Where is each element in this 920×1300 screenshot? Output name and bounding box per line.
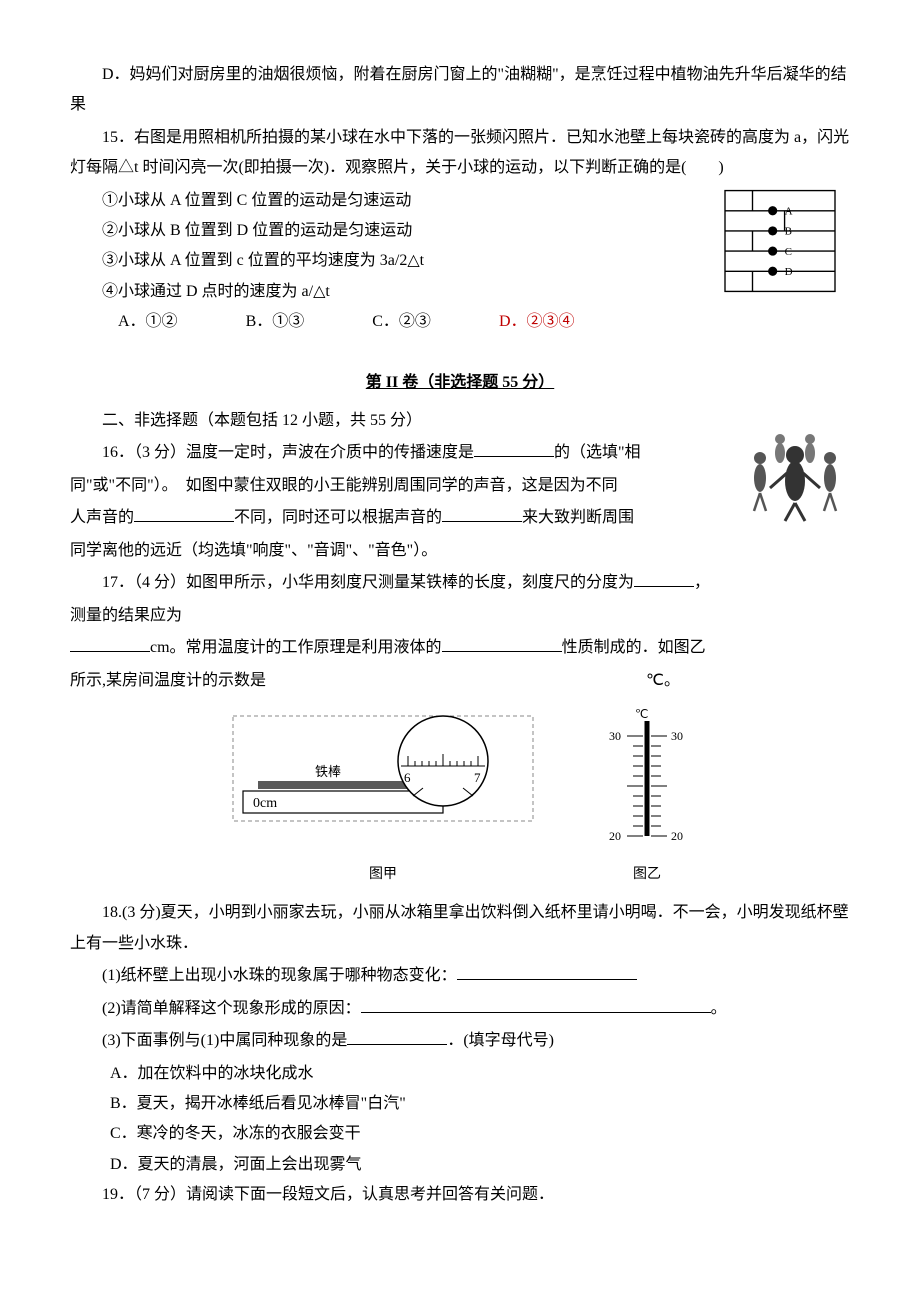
q18-sub3: (3)下面事例与(1)中属同种现象的是 ．(填字母代号) [70, 1026, 850, 1057]
q17-line3: cm。常用温度计的工作原理是利用液体的 性质制成的．如图乙 [70, 633, 850, 664]
q16-line4: 同学离他的远近（均选填"响度"、"音调"、"音色"）。 [70, 536, 850, 566]
q17-thermo-20l: 20 [609, 829, 621, 843]
q16-line2: 同"或"不同"）。 如图中蒙住双眼的小王能辨别周围同学的声音，这是因为不同 [70, 471, 850, 501]
q15-opt-b: B．①③ [246, 313, 305, 330]
q17-fig-b: ℃ 30 [597, 706, 697, 888]
q17-blank1 [634, 568, 694, 587]
q18-opt-a: A．加在饮料中的冰块化成水 [70, 1059, 850, 1089]
q17-line4: 所示,某房间温度计的示数是 ℃。 [70, 666, 850, 696]
q15-label-d: D [785, 265, 793, 277]
q15-stem: 15．右图是用照相机所拍摄的某小球在水中下落的一张频闪照片．已知水池壁上每块瓷砖… [70, 123, 850, 184]
q17-blank3 [442, 633, 562, 652]
q18-opt-c: C．寒冷的冬天，冰冻的衣服会变干 [70, 1119, 850, 1149]
q18-s2a: (2)请简单解释这个现象形成的原因： [102, 1000, 361, 1017]
q17-label-a: 图甲 [223, 862, 543, 889]
q18-blank2 [361, 994, 711, 1013]
q16-l3a: 人声音的 [70, 509, 134, 526]
q17-blank2 [70, 633, 150, 652]
q15-diagram: A B C D [710, 186, 850, 307]
q16-l3b: 不同，同时还可以根据声音的 [234, 509, 442, 526]
q17-l4b: ℃。 [646, 672, 680, 689]
q18-opt-b: B．夏天，揭开冰棒纸后看见冰棒冒"白汽" [70, 1089, 850, 1119]
q18-sub1: (1)纸杯壁上出现小水珠的现象属于哪种物态变化： [70, 961, 850, 992]
q17-ruler-svg: 铁棒 0cm 6 7 [223, 706, 543, 846]
q17-thermo-svg: ℃ 30 [597, 706, 697, 846]
q18-stem: 18.(3 分)夏天，小明到小丽家去玩，小丽从冰箱里拿出饮料倒入纸杯里请小明喝．… [70, 898, 850, 959]
q15-opt-a: A．①② [118, 313, 178, 330]
q17-tick-7: 7 [474, 770, 481, 785]
q17-fig-a: 铁棒 0cm 6 7 [223, 706, 543, 888]
q18-s1: (1)纸杯壁上出现小水珠的现象属于哪种物态变化： [102, 967, 457, 984]
section2-title: 第 II 卷（非选择题 55 分） [70, 368, 850, 398]
q16-blank3 [442, 503, 522, 522]
q16-line3: 人声音的 不同，同时还可以根据声音的 来大致判断周围 [70, 503, 850, 534]
q17-l1a: 17．（4 分）如图甲所示，小华用刻度尺测量某铁棒的长度，刻度尺的分度为 [102, 574, 634, 591]
q18-block: 18.(3 分)夏天，小明到小丽家去玩，小丽从冰箱里拿出饮料倒入纸杯里请小明喝．… [70, 898, 850, 1180]
q17-thermo-30l: 30 [609, 729, 621, 743]
q18-sub2: (2)请简单解释这个现象形成的原因： 。 [70, 994, 850, 1025]
q19-stem: 19．（7 分）请阅读下面一段短文后，认真思考并回答有关问题． [70, 1180, 850, 1210]
q17-zero-label: 0cm [253, 796, 277, 811]
q17-line2: 测量的结果应为 [70, 601, 850, 631]
q17-thermo-20r: 20 [671, 829, 683, 843]
q18-blank1 [457, 961, 637, 980]
q17-figures: 铁棒 0cm 6 7 [70, 706, 850, 888]
q18-blank3 [347, 1026, 447, 1045]
q17-label-b: 图乙 [597, 862, 697, 889]
q17-block: 17．（4 分）如图甲所示，小华用刻度尺测量某铁棒的长度，刻度尺的分度为 ， 测量… [70, 568, 850, 888]
q15-svg: A B C D [710, 186, 850, 296]
q18-opt-d: D．夏天的清晨，河面上会出现雾气 [70, 1150, 850, 1180]
q16-figure [740, 433, 850, 534]
q15-label-b: B [785, 225, 792, 237]
q17-l3a: cm。常用温度计的工作原理是利用液体的 [150, 639, 442, 656]
section2-subtitle: 二、非选择题（本题包括 12 小题，共 55 分） [70, 406, 850, 436]
q16-block: 16．（3 分）温度一定时，声波在介质中的传播速度是 的（选填"相 同"或"不同"… [70, 438, 850, 568]
q16-l1a: 16．（3 分）温度一定时，声波在介质中的传播速度是 [102, 444, 474, 461]
q18-s3b: ．(填字母代号) [447, 1032, 554, 1049]
q15-label-a: A [785, 205, 793, 217]
q16-svg [740, 433, 850, 523]
q17-l4a: 所示,某房间温度计的示数是 [70, 672, 266, 689]
q16-blank1 [474, 438, 554, 457]
q16-l3c: 来大致判断周围 [522, 509, 634, 526]
q17-l3b: 性质制成的．如图乙 [562, 639, 706, 656]
q18-s3: (3)下面事例与(1)中属同种现象的是 [102, 1032, 347, 1049]
q16-l1b: 的（选填"相 [554, 444, 641, 461]
q15-options: A．①② B．①③ C．②③ D．②③④ [70, 307, 850, 337]
q17-l1b: ， [694, 574, 710, 591]
q17-iron-label: 铁棒 [315, 764, 341, 779]
q16-blank2 [134, 503, 234, 522]
q17-tick-6: 6 [404, 770, 411, 785]
document-content: D．妈妈们对厨房里的油烟很烦恼，附着在厨房门窗上的"油糊糊"，是烹饪过程中植物油… [70, 60, 850, 1211]
q15-block: 15．右图是用照相机所拍摄的某小球在水中下落的一张频闪照片．已知水池壁上每块瓷砖… [70, 123, 850, 338]
q15-opt-d: D．②③④ [499, 313, 575, 330]
q17-line1: 17．（4 分）如图甲所示，小华用刻度尺测量某铁棒的长度，刻度尺的分度为 ， [70, 568, 850, 599]
q14-option-d: D．妈妈们对厨房里的油烟很烦恼，附着在厨房门窗上的"油糊糊"，是烹饪过程中植物油… [70, 60, 850, 121]
q17-thermo-30r: 30 [671, 729, 683, 743]
q15-label-c: C [785, 245, 792, 257]
q16-line1: 16．（3 分）温度一定时，声波在介质中的传播速度是 的（选填"相 [70, 438, 850, 469]
q18-s2b: 。 [711, 1000, 727, 1017]
q15-opt-c: C．②③ [372, 313, 431, 330]
q17-thermo-unit: ℃ [635, 707, 648, 721]
